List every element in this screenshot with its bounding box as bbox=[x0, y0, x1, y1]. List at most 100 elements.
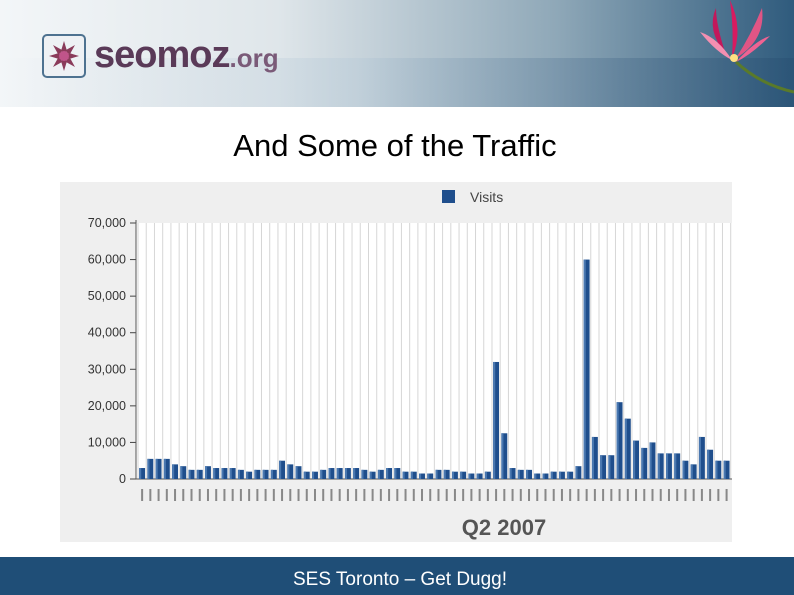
x-tick-label bbox=[519, 489, 522, 501]
x-tick-label bbox=[569, 489, 572, 501]
bar-highlight bbox=[427, 473, 430, 479]
x-tick-label bbox=[511, 489, 514, 501]
bar-highlight bbox=[517, 469, 520, 479]
x-tick-label bbox=[231, 489, 234, 501]
x-tick-label bbox=[445, 489, 448, 501]
x-tick-label bbox=[577, 489, 580, 501]
legend-swatch bbox=[442, 190, 455, 203]
logo-suffix: .org bbox=[229, 42, 279, 73]
bar-highlight bbox=[402, 471, 405, 479]
bar-highlight bbox=[419, 473, 422, 479]
x-tick-label bbox=[371, 489, 374, 501]
x-tick-label bbox=[248, 489, 251, 501]
y-tick-label: 60,000 bbox=[88, 253, 126, 267]
bar bbox=[410, 471, 417, 479]
bar bbox=[147, 458, 154, 479]
footer-bar: SES Toronto – Get Dugg! bbox=[0, 555, 794, 595]
bar bbox=[666, 453, 672, 479]
legend-label: Visits bbox=[470, 189, 503, 205]
bar bbox=[674, 453, 681, 479]
x-tick-label bbox=[684, 489, 687, 501]
x-tick-label bbox=[635, 489, 638, 501]
footer-text: SES Toronto – Get Dugg! bbox=[0, 569, 794, 591]
x-tick-label bbox=[182, 489, 185, 501]
x-tick-label bbox=[478, 489, 481, 501]
x-tick-label bbox=[396, 489, 399, 501]
bar bbox=[139, 468, 146, 479]
bar bbox=[163, 458, 170, 479]
x-tick-label bbox=[437, 489, 440, 501]
bar-highlight bbox=[188, 469, 191, 479]
bar-highlight bbox=[633, 440, 636, 479]
x-tick-label bbox=[346, 489, 349, 501]
bar bbox=[550, 471, 557, 479]
x-tick-label bbox=[610, 489, 613, 501]
bar bbox=[715, 460, 722, 479]
x-tick-label bbox=[486, 489, 489, 501]
bar bbox=[344, 468, 351, 479]
bar-highlight bbox=[723, 460, 726, 479]
x-tick-label bbox=[264, 489, 267, 501]
bar-highlight bbox=[460, 471, 463, 479]
x-tick-label bbox=[388, 489, 391, 501]
bar-highlight bbox=[328, 468, 331, 479]
bar bbox=[394, 468, 401, 479]
x-tick-label bbox=[223, 489, 226, 501]
x-tick-label bbox=[429, 489, 432, 501]
bar-highlight bbox=[674, 453, 677, 479]
x-tick-label bbox=[355, 489, 358, 501]
x-tick-label bbox=[503, 489, 506, 501]
bar-highlight bbox=[707, 449, 710, 479]
bar bbox=[213, 468, 220, 479]
bar-highlight bbox=[698, 436, 702, 479]
bar bbox=[534, 473, 541, 479]
bar-highlight bbox=[468, 473, 471, 479]
x-tick-label bbox=[141, 489, 144, 501]
x-tick-label bbox=[363, 489, 366, 501]
bar bbox=[386, 468, 393, 479]
x-tick-label bbox=[272, 489, 275, 501]
bar-highlight bbox=[386, 468, 389, 479]
bar bbox=[707, 449, 714, 479]
x-tick-label bbox=[676, 489, 679, 501]
bar bbox=[254, 469, 261, 479]
bar bbox=[270, 469, 277, 479]
bar-highlight bbox=[493, 361, 496, 479]
x-tick-label bbox=[174, 489, 177, 501]
bar-highlight bbox=[550, 471, 553, 479]
bar-highlight bbox=[600, 455, 603, 479]
bar bbox=[155, 458, 162, 479]
bar bbox=[361, 469, 368, 479]
bar bbox=[369, 471, 376, 479]
logo-wordmark: seomoz.org bbox=[94, 33, 279, 80]
bar bbox=[698, 436, 705, 479]
bar-highlight bbox=[139, 468, 142, 479]
bar-highlight bbox=[303, 471, 306, 479]
bar bbox=[641, 447, 648, 479]
x-tick-label bbox=[709, 489, 712, 501]
x-tick-label bbox=[412, 489, 415, 501]
footer-caption: SES Toronto – Get Dugg! bbox=[292, 569, 508, 590]
bar bbox=[172, 464, 179, 479]
bar bbox=[320, 469, 327, 479]
bar-highlight bbox=[608, 455, 611, 479]
bar-highlight bbox=[657, 453, 660, 479]
bar-highlight bbox=[353, 468, 356, 479]
bar-highlight bbox=[147, 458, 150, 479]
x-tick-label bbox=[322, 489, 325, 501]
bar bbox=[246, 471, 253, 479]
bar bbox=[279, 460, 286, 479]
x-tick-label bbox=[700, 489, 703, 501]
x-tick-label bbox=[256, 489, 259, 501]
x-tick-label bbox=[626, 489, 629, 501]
traffic-chart-svg: 0 10,000 20,000 30,000 40,000 50,000 60,000 70,… bbox=[88, 189, 732, 540]
bar bbox=[484, 471, 491, 479]
bar bbox=[600, 455, 607, 479]
bar-highlight bbox=[682, 460, 685, 479]
x-tick-label bbox=[190, 489, 193, 501]
x-tick-label bbox=[379, 489, 382, 501]
bar bbox=[501, 433, 508, 479]
bar-highlight bbox=[715, 460, 718, 479]
bar bbox=[312, 471, 318, 479]
bar-highlight bbox=[575, 466, 578, 479]
